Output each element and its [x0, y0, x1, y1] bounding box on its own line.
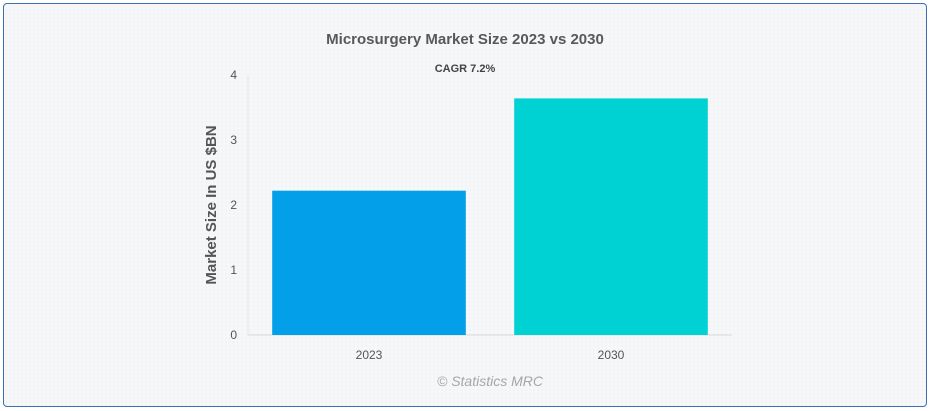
y-tick-label: 4 [230, 68, 237, 82]
y-tick-label: 0 [230, 328, 237, 342]
bars [272, 98, 708, 336]
y-tick-label: 2 [230, 198, 237, 212]
bar-2023[interactable] [272, 190, 466, 335]
chart-title: Microsurgery Market Size 2023 vs 2030 [326, 31, 604, 48]
y-tick-label: 1 [230, 263, 237, 277]
credit-text: © Statistics MRC [437, 373, 544, 389]
x-tick-labels: 2023 2030 [356, 348, 625, 362]
y-axis-label: Market Size In US $BN [203, 125, 220, 284]
y-tick-label: 3 [230, 133, 237, 147]
y-tick-labels: 0 1 2 3 4 [230, 68, 237, 342]
x-tick-label: 2023 [356, 348, 383, 362]
bar-2030[interactable] [514, 98, 708, 336]
chart-subtitle: CAGR 7.2% [435, 63, 496, 75]
x-tick-label: 2030 [598, 348, 625, 362]
